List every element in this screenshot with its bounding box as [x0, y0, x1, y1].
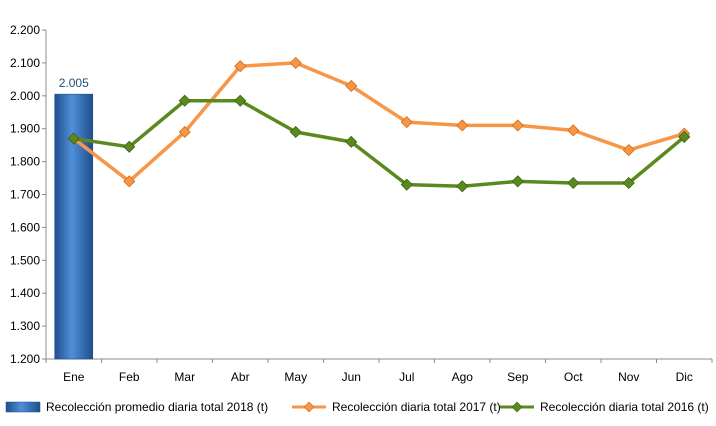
marker-series-0-nov	[622, 144, 635, 157]
marker-series-1-feb	[123, 140, 136, 153]
x-tick-label: Oct	[564, 370, 583, 384]
marker-series-1-ene	[67, 132, 80, 145]
y-axis: 1.200 1.300 1.400 1.500 1.600 1.700 1.800 1.900…	[10, 23, 47, 366]
x-tick-label: Jul	[399, 370, 414, 384]
x-tick-label: Nov	[618, 370, 639, 384]
marker-series-1-dic	[678, 130, 691, 143]
y-tick-label: 1.700	[10, 188, 40, 202]
marker-series-0-ago	[456, 119, 469, 132]
x-tick-label: Sep	[507, 370, 529, 384]
legend-item-2018: Recolección promedio diaria total 2018 (…	[4, 397, 268, 417]
y-tick-label: 2.100	[10, 56, 40, 70]
y-tick-label: 1.600	[10, 220, 40, 234]
bar-data-label: 2.005	[59, 76, 89, 90]
legend-label-2016: Recolección diaria total 2016 (t)	[540, 400, 709, 414]
y-tick-label: 1.300	[10, 319, 40, 333]
marker-series-0-mar	[178, 125, 191, 139]
y-tick-label: 2.000	[10, 89, 40, 103]
legend-item-2017: Recolección diaria total 2017 (t)	[290, 397, 501, 417]
marker-series-0-oct	[567, 124, 580, 137]
line-series-0	[72, 61, 686, 184]
legend-label-2017: Recolección diaria total 2017 (t)	[332, 400, 501, 414]
y-tick-label: 1.800	[10, 155, 40, 169]
y-tick-label: 1.400	[10, 286, 40, 300]
y-tick-label: 1.500	[10, 253, 40, 267]
marker-series-1-mar	[178, 94, 191, 107]
marker-series-0-may	[289, 56, 302, 69]
marker-series-1-jun	[345, 135, 358, 148]
y-tick-label: 2.200	[10, 23, 40, 37]
marker-series-0-jul	[400, 116, 413, 129]
marker-series-0-abr	[234, 60, 247, 73]
x-tick-label: Dic	[676, 370, 693, 384]
legend-label-2018: Recolección promedio diaria total 2018 (…	[46, 400, 269, 414]
marker-series-1-may	[289, 125, 302, 139]
x-tick-label: Mar	[174, 370, 195, 384]
x-tick-label: May	[284, 370, 307, 384]
x-tick-label: Jun	[342, 370, 361, 384]
x-axis: Ene Feb Mar Abr May Jun Jul Ago Sep Oct Nov Dic	[45, 358, 713, 384]
marker-series-0-sep	[511, 119, 524, 132]
marker-series-0-jun	[345, 79, 358, 92]
legend-bar-swatch	[5, 401, 41, 413]
x-tick-label: Ene	[63, 370, 85, 384]
marker-series-1-oct	[567, 176, 580, 190]
marker-series-1-jul	[400, 178, 413, 191]
legend-line-swatch-2017	[292, 401, 326, 413]
marker-series-1-nov	[622, 176, 635, 190]
x-tick-label: Abr	[231, 370, 250, 384]
marker-series-1-sep	[511, 175, 524, 188]
marker-series-0-feb	[123, 175, 136, 188]
data-labels: 2.005	[59, 76, 89, 90]
legend-line-swatch-2016	[500, 401, 534, 413]
x-tick-label: Feb	[119, 370, 140, 384]
legend: Recolección promedio diaria total 2018 (…	[0, 397, 716, 417]
marker-series-1-abr	[234, 94, 247, 107]
x-tick-label: Ago	[452, 370, 474, 384]
y-tick-label: 1.200	[10, 352, 40, 366]
line-series	[67, 56, 691, 193]
line-series-1	[72, 98, 686, 189]
y-tick-label: 1.900	[10, 122, 40, 136]
marker-series-1-ago	[456, 180, 469, 193]
legend-item-2016: Recolección diaria total 2016 (t)	[498, 397, 709, 417]
